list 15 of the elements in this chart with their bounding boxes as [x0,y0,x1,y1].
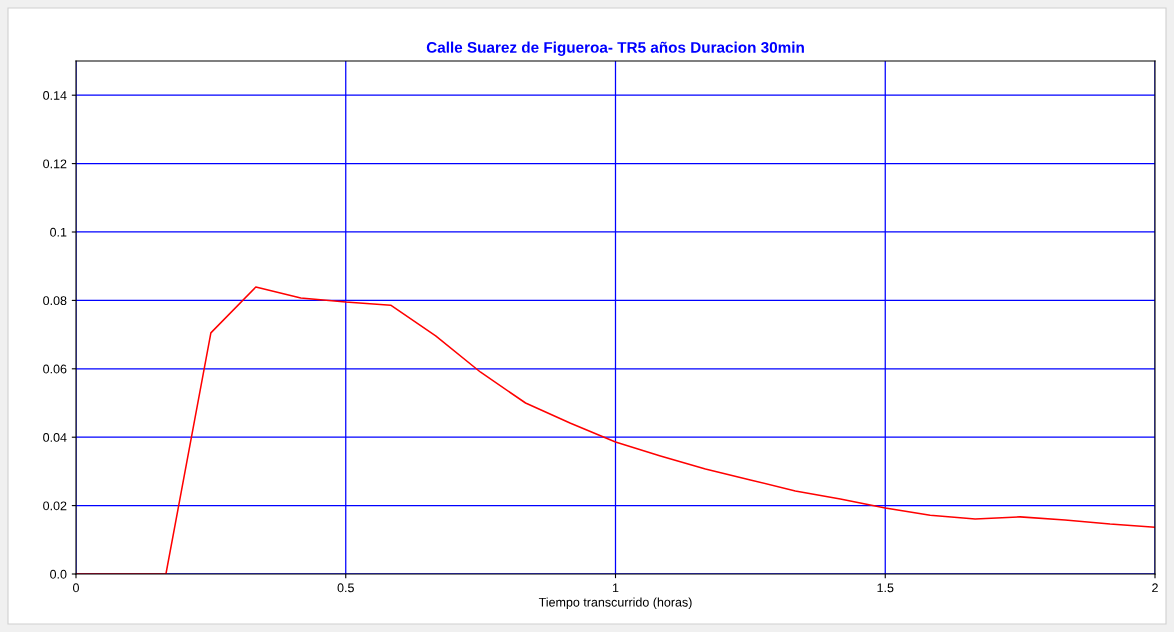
y-tick-label: 0.06 [43,364,67,374]
x-tick-label: 0.5 [337,583,354,593]
y-tick-label: 0.14 [43,91,67,100]
chart-title: Calle Suarez de Figueroa- TR5 años Duracion 30min [426,41,804,56]
x-tick-label: 0 [73,583,79,593]
x-tick-label: 1 [612,583,619,593]
y-tick-label: 0.04 [43,433,67,442]
y-tick-label: 0.12 [43,159,67,169]
x-tick-label: 1.5 [877,583,894,593]
y-tick-label: 0.0 [50,569,67,579]
x-axis-title: Tiempo transcurrido (horas) [538,597,692,610]
y-tick-label: 0.02 [43,501,67,511]
y-tick-label: 0.1 [50,227,67,237]
x-tick-label: 2 [1152,583,1158,593]
y-tick-label: 0.08 [43,296,67,306]
